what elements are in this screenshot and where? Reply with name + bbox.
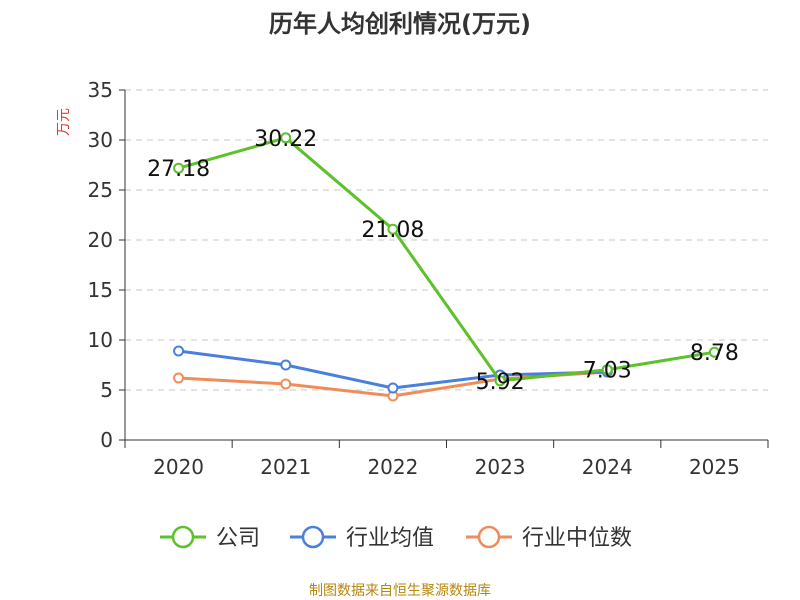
x-tick-label: 2021 bbox=[260, 455, 311, 479]
data-label: 7.03 bbox=[583, 359, 632, 384]
data-label: 8.78 bbox=[690, 341, 739, 366]
data-label: 21.08 bbox=[361, 218, 424, 243]
data-labels: 27.18 30.22 21.08 5.92 7.03 8.78 bbox=[147, 127, 739, 395]
x-tick-label: 2025 bbox=[689, 455, 740, 479]
legend-marker bbox=[171, 525, 195, 549]
series-layer bbox=[173, 132, 720, 402]
legend-label: 行业中位数 bbox=[522, 526, 632, 551]
data-point[interactable] bbox=[494, 375, 506, 387]
data-label: 27.18 bbox=[147, 157, 210, 182]
data-point[interactable] bbox=[708, 346, 720, 358]
legend-item-2[interactable]: 行业中位数 bbox=[466, 525, 632, 551]
data-label: 30.22 bbox=[254, 127, 317, 152]
y-tick-label: 25 bbox=[88, 178, 113, 202]
data-label: 5.92 bbox=[476, 370, 525, 395]
legend-label: 行业均值 bbox=[346, 526, 434, 551]
chart-title: 历年人均创利情况(万元) bbox=[269, 10, 531, 38]
y-tick-label: 15 bbox=[88, 278, 113, 302]
y-tick-label: 35 bbox=[88, 78, 113, 102]
y-tick-label: 5 bbox=[100, 378, 113, 402]
x-tick-label: 2022 bbox=[367, 455, 418, 479]
data-point[interactable] bbox=[280, 132, 292, 144]
data-point[interactable] bbox=[173, 345, 185, 357]
y-tick-label: 20 bbox=[88, 228, 113, 252]
data-point[interactable] bbox=[280, 359, 292, 371]
data-point[interactable] bbox=[387, 223, 399, 235]
data-point[interactable] bbox=[280, 378, 292, 390]
series-line-0 bbox=[178, 136, 715, 383]
y-tick-label: 10 bbox=[88, 328, 113, 352]
legend-item-0[interactable]: 公司 bbox=[160, 525, 260, 551]
x-tick-label: 2024 bbox=[582, 455, 633, 479]
legend-label: 公司 bbox=[216, 526, 260, 551]
y-tick-label: 0 bbox=[100, 428, 113, 452]
grid-lines bbox=[125, 89, 768, 391]
y-tick-label: 30 bbox=[88, 128, 113, 152]
data-point[interactable] bbox=[601, 364, 613, 376]
source-note: 制图数据来自恒生聚源数据库 bbox=[309, 583, 491, 599]
y-axis-label: 万元 bbox=[56, 108, 72, 136]
data-point[interactable] bbox=[387, 382, 399, 394]
x-tick-label: 2023 bbox=[475, 455, 526, 479]
data-point[interactable] bbox=[173, 162, 185, 174]
legend-marker bbox=[477, 525, 501, 549]
x-tick-label: 2020 bbox=[153, 455, 204, 479]
legend[interactable]: 公司 行业均值 行业中位数 bbox=[160, 525, 632, 551]
data-point[interactable] bbox=[173, 372, 185, 384]
legend-item-1[interactable]: 行业均值 bbox=[290, 525, 434, 551]
legend-marker bbox=[301, 525, 325, 549]
